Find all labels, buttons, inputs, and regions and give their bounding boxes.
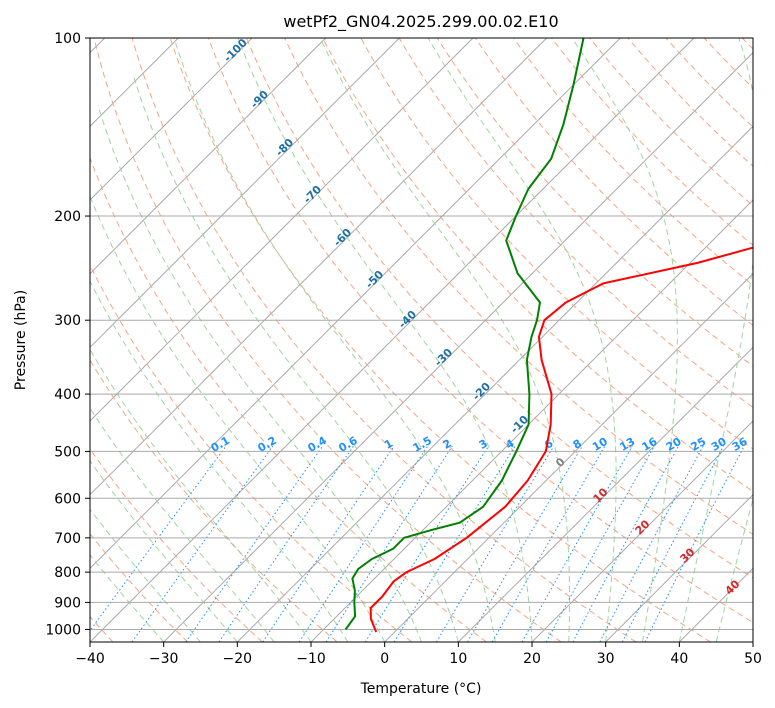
- plot-frame: [89, 37, 754, 643]
- mixing-ratio-line: [644, 445, 745, 642]
- chart-title: wetPf2_GN04.2025.299.00.02.E10: [283, 12, 558, 32]
- moist-adiabat-line: [678, 38, 753, 642]
- x-tick-label: 10: [449, 651, 467, 667]
- dry-adiabat-line: [474, 38, 753, 327]
- mixing-ratio-line: [218, 445, 354, 642]
- moist-adiabat-line: [237, 38, 533, 642]
- mixing-ratio-line: [621, 445, 724, 642]
- temperature-profile: [369, 246, 753, 633]
- mixing-ratio-line: [185, 445, 324, 642]
- y-tick-label: 900: [54, 595, 81, 611]
- moist-adiabat-line: [427, 38, 617, 642]
- background-lines: [90, 38, 753, 642]
- moist-adiabat-line: [90, 459, 238, 642]
- isotherm-line: [605, 493, 753, 642]
- mixing-ratio-line: [298, 445, 429, 642]
- y-axis-label: Pressure (hPa): [13, 290, 29, 390]
- isotherm-line: [90, 38, 400, 349]
- isotherm-line: [90, 38, 695, 642]
- moist-adiabat-line: [319, 38, 570, 642]
- dry-adiabat-line: [169, 38, 711, 642]
- dry-adiabat-line: [131, 38, 637, 642]
- moist-adiabat-line: [715, 497, 753, 642]
- mixing-ratio-line: [435, 445, 555, 642]
- mixing-ratio-line: [545, 445, 655, 642]
- isotherm-line: [90, 38, 621, 570]
- y-tick-label: 200: [54, 209, 81, 225]
- x-tick-label: 30: [597, 651, 615, 667]
- x-tick-label: −40: [75, 651, 105, 667]
- y-tick-label: 100: [54, 31, 81, 47]
- isotherm-line: [384, 272, 753, 642]
- x-tick-label: 0: [380, 651, 389, 667]
- x-tick-label: 20: [523, 651, 541, 667]
- x-axis-label: Temperature (°C): [360, 681, 482, 697]
- isotherm-line: [310, 199, 753, 642]
- x-axis-ticks: −40 −30 −20 −10 0 10 20 30 40 50: [75, 642, 762, 667]
- moist-adiabat-line: [97, 105, 422, 642]
- x-tick-label: −20: [223, 651, 253, 667]
- dry-adiabat-line: [207, 38, 753, 624]
- moist-adiabat-line: [173, 38, 496, 642]
- dry-adiabat-line: [513, 38, 753, 286]
- x-tick-label: 40: [670, 651, 688, 667]
- dry-adiabat-line: [90, 264, 413, 642]
- moist-adiabat-line: [90, 280, 349, 642]
- dry-adiabat-line: [90, 359, 338, 642]
- dry-adiabat-line: [246, 38, 753, 579]
- isotherm-line: [457, 346, 753, 642]
- x-tick-label: −30: [149, 651, 179, 667]
- mixing-ratio-line: [364, 445, 489, 642]
- isotherm-line: [678, 567, 753, 642]
- mixing-ratio-line: [325, 445, 453, 642]
- mixing-ratio-line: [521, 445, 633, 642]
- y-tick-label: 400: [54, 387, 81, 403]
- dry-adiabat-line: [93, 38, 562, 642]
- y-tick-label: 700: [54, 531, 81, 547]
- dry-adiabat-line: [284, 38, 753, 535]
- y-tick-label: 300: [54, 313, 81, 329]
- moist-adiabat-line: [571, 38, 678, 642]
- y-axis-ticks: 100 200 300 400 500 600 700 800 900 1000: [45, 31, 90, 638]
- moist-adiabat-line: [132, 73, 459, 642]
- profile-lines: [344, 38, 753, 633]
- dry-adiabat-line: [90, 447, 263, 642]
- mixing-ratio-line: [262, 445, 395, 642]
- y-tick-label: 800: [54, 565, 81, 581]
- y-tick-label: 600: [54, 491, 81, 507]
- x-tick-label: −10: [296, 651, 326, 667]
- x-tick-label: 50: [744, 651, 762, 667]
- isotherm-line: [90, 38, 474, 422]
- isotherm-line: [90, 38, 548, 496]
- mixing-ratio-line: [131, 445, 274, 642]
- mixing-ratio-line: [393, 445, 516, 642]
- y-tick-label: 500: [54, 444, 81, 460]
- dry-adiabat-line: [322, 38, 753, 492]
- y-tick-label: 1000: [45, 622, 81, 638]
- dewpoint-profile: [344, 38, 585, 631]
